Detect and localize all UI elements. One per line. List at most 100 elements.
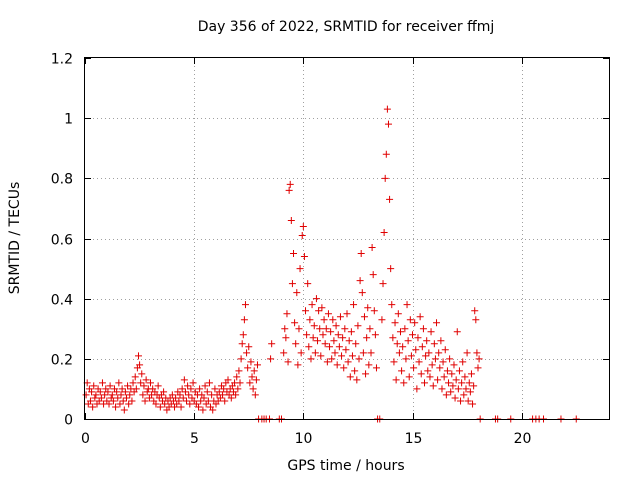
data-point <box>360 313 368 321</box>
data-point <box>168 391 176 399</box>
data-point <box>413 385 421 393</box>
data-point <box>90 382 98 390</box>
data-point <box>404 337 412 345</box>
data-point <box>312 295 320 303</box>
data-point <box>321 340 329 348</box>
data-point <box>129 379 137 387</box>
data-point <box>327 328 335 336</box>
data-point <box>458 379 466 387</box>
data-point <box>346 373 354 381</box>
data-point <box>117 391 125 399</box>
data-point <box>161 400 169 408</box>
data-point <box>382 150 390 158</box>
data-point <box>244 364 252 372</box>
data-point <box>467 370 475 378</box>
data-point <box>403 301 411 309</box>
data-point <box>307 355 315 363</box>
data-point <box>433 319 441 327</box>
data-point <box>104 388 112 396</box>
data-point <box>128 397 136 405</box>
data-point <box>391 319 399 327</box>
data-point <box>369 271 377 279</box>
data-point <box>286 180 294 188</box>
x-axis-title: GPS time / hours <box>287 458 404 474</box>
data-point <box>98 379 106 387</box>
data-point <box>220 385 228 393</box>
data-point <box>88 388 96 396</box>
data-point <box>454 385 462 393</box>
data-point <box>425 349 433 357</box>
data-point <box>465 379 473 387</box>
data-point <box>358 289 366 297</box>
data-point <box>471 307 479 315</box>
data-point <box>389 334 397 342</box>
data-point <box>105 400 113 408</box>
data-point <box>288 280 296 288</box>
data-point <box>250 367 258 375</box>
data-point <box>430 340 438 348</box>
data-point <box>179 394 187 402</box>
data-point <box>97 394 105 402</box>
data-point <box>316 325 324 333</box>
data-point <box>137 379 145 387</box>
data-point <box>138 370 146 378</box>
data-point <box>437 337 445 345</box>
data-point <box>328 355 336 363</box>
data-point <box>112 403 120 411</box>
data-point <box>227 394 235 402</box>
data-point <box>253 361 261 369</box>
data-point <box>235 367 243 375</box>
data-point <box>96 388 104 396</box>
data-point <box>178 385 186 393</box>
data-point <box>398 367 406 375</box>
data-point <box>344 358 352 366</box>
data-point <box>388 301 396 309</box>
data-point <box>469 400 477 408</box>
data-point <box>293 289 301 297</box>
data-point <box>136 361 144 369</box>
data-point <box>308 301 316 309</box>
data-point <box>248 373 256 381</box>
data-point <box>121 388 129 396</box>
data-point <box>322 325 330 333</box>
data-point <box>114 394 122 402</box>
data-point <box>115 379 123 387</box>
data-point <box>438 385 446 393</box>
data-point <box>177 403 185 411</box>
data-point <box>339 334 347 342</box>
data-point <box>401 325 409 333</box>
data-point <box>237 355 245 363</box>
data-point <box>249 385 257 393</box>
data-point <box>400 379 408 387</box>
data-point <box>320 316 328 324</box>
data-point <box>140 382 148 390</box>
data-point <box>306 316 314 324</box>
data-point <box>462 385 470 393</box>
data-point <box>290 250 298 258</box>
y-tick-label: 0 <box>64 413 73 429</box>
data-point <box>441 346 449 354</box>
data-point <box>142 376 150 384</box>
data-point <box>134 352 142 360</box>
data-point <box>318 304 326 312</box>
data-points <box>82 105 580 423</box>
data-point <box>203 388 211 396</box>
data-point <box>243 349 251 357</box>
data-point <box>451 394 459 402</box>
data-point <box>152 400 160 408</box>
data-point <box>201 382 209 390</box>
data-point <box>449 382 457 390</box>
data-point <box>345 337 353 345</box>
data-point <box>464 397 472 405</box>
data-point <box>284 358 292 366</box>
data-point <box>379 280 387 288</box>
data-point <box>118 385 126 393</box>
data-point <box>357 250 365 258</box>
data-point <box>300 253 308 261</box>
data-point <box>407 352 415 360</box>
data-point <box>336 313 344 321</box>
data-point <box>131 373 139 381</box>
data-point <box>412 346 420 354</box>
data-point <box>126 391 134 399</box>
data-point <box>386 195 394 203</box>
